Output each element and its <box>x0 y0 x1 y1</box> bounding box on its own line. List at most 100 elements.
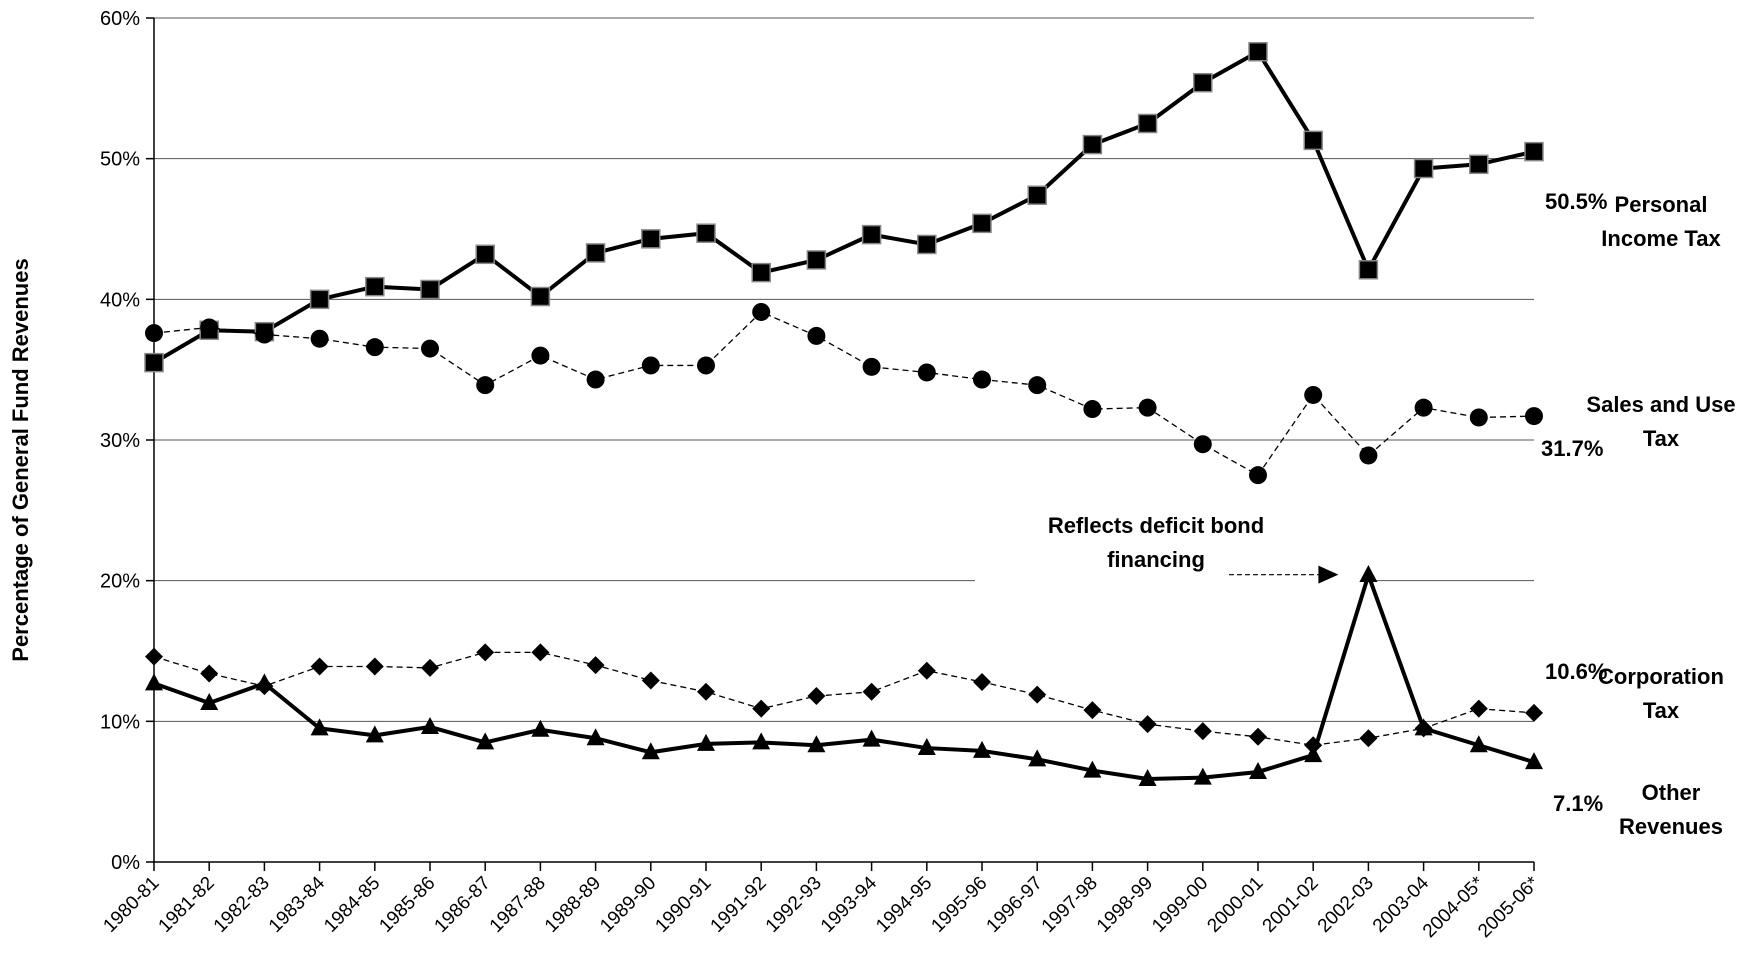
marker <box>807 735 826 753</box>
marker <box>1028 376 1047 395</box>
marker <box>365 338 384 357</box>
marker <box>1469 735 1488 753</box>
x-tick-label: 1984-85 <box>320 873 384 937</box>
x-tick-label: 1981-82 <box>155 873 219 937</box>
marker <box>1027 185 1047 205</box>
y-tick-label: 50% <box>100 149 140 171</box>
marker <box>1525 752 1543 770</box>
marker <box>309 289 330 310</box>
marker <box>1359 565 1378 583</box>
marker <box>476 732 495 750</box>
value-label: 50.5% <box>1545 189 1608 214</box>
marker <box>310 657 329 676</box>
marker <box>1193 767 1212 785</box>
marker <box>144 352 164 373</box>
marker <box>973 370 991 389</box>
x-tick-label: 2005-06* <box>1474 872 1544 942</box>
marker <box>530 286 551 307</box>
value-label: 7.1% <box>1553 791 1604 816</box>
series-line <box>153 651 1535 746</box>
marker <box>1525 703 1543 722</box>
y-tick-label: 10% <box>100 711 140 733</box>
marker <box>1138 769 1157 787</box>
marker <box>1138 398 1157 417</box>
marker <box>421 339 439 358</box>
y-tick-label: 0% <box>111 852 140 874</box>
marker <box>1414 398 1433 417</box>
marker <box>751 262 771 283</box>
marker <box>973 740 991 758</box>
marker <box>917 363 936 382</box>
x-tick-label: 1993-94 <box>817 872 881 936</box>
marker <box>1303 130 1323 151</box>
x-tick-label: 1996-97 <box>983 873 1047 937</box>
y-tick-label: 20% <box>100 571 140 593</box>
marker <box>1028 749 1047 767</box>
marker <box>641 229 661 249</box>
marker <box>586 370 605 389</box>
marker <box>1249 727 1267 746</box>
marker <box>476 376 495 395</box>
marker <box>420 279 440 300</box>
marker <box>1138 715 1157 734</box>
marker <box>145 647 163 666</box>
x-tick-label: 1992-93 <box>762 873 826 937</box>
marker <box>862 357 881 376</box>
x-tick-label: 1994-95 <box>872 873 936 937</box>
x-tick-label: 1998-99 <box>1093 873 1157 937</box>
marker <box>917 234 937 255</box>
marker <box>1193 435 1212 454</box>
marker <box>1524 141 1544 162</box>
y-tick-label: 30% <box>100 430 140 452</box>
legend-label: Corporation Tax <box>1598 664 1724 723</box>
series-line <box>153 568 1535 782</box>
x-tick-label: 2002-03 <box>1314 873 1378 937</box>
marker <box>1304 745 1323 763</box>
marker <box>917 661 936 680</box>
x-tick-label: 2000-01 <box>1203 873 1267 937</box>
legend-label: Sales and Use Tax <box>1586 392 1736 451</box>
legend-label: Other Revenues <box>1619 780 1723 839</box>
marker <box>641 671 660 690</box>
marker <box>365 657 384 676</box>
marker <box>145 324 163 343</box>
marker <box>1414 718 1433 736</box>
marker <box>697 733 715 751</box>
marker <box>255 673 274 691</box>
marker <box>1358 260 1379 280</box>
marker <box>1083 701 1102 720</box>
y-tick-label: 60% <box>100 8 140 30</box>
marker <box>586 728 605 746</box>
marker <box>1469 154 1489 175</box>
x-tick-label: 1997-98 <box>1038 873 1102 937</box>
annotation: Reflects deficit bond financing <box>1047 512 1265 572</box>
marker <box>1304 385 1323 404</box>
x-tick-label: 1983-84 <box>265 872 329 936</box>
marker <box>310 718 329 736</box>
marker <box>752 732 771 750</box>
marker <box>973 672 991 691</box>
marker <box>1469 699 1488 718</box>
marker <box>476 643 495 662</box>
marker <box>806 250 827 270</box>
y-tick-label: 40% <box>100 289 140 311</box>
marker <box>200 664 219 683</box>
marker <box>1359 446 1378 465</box>
marker <box>862 682 881 701</box>
marker <box>475 244 495 265</box>
marker <box>585 243 606 263</box>
marker <box>807 687 826 706</box>
marker <box>752 302 771 321</box>
marker <box>1359 729 1378 748</box>
marker <box>1083 760 1102 778</box>
x-tick-label: 1991-92 <box>707 873 771 937</box>
marker <box>697 682 715 701</box>
marker <box>1193 72 1213 93</box>
value-label: 31.7% <box>1541 436 1604 461</box>
marker <box>531 719 550 737</box>
marker <box>421 658 439 677</box>
marker <box>1083 400 1102 419</box>
x-tick-label: 1982-83 <box>210 873 274 937</box>
marker <box>365 725 384 743</box>
